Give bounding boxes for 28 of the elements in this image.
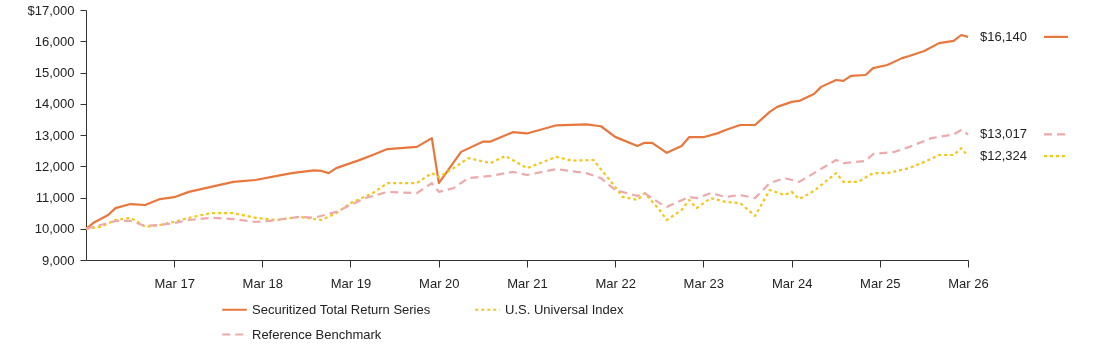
line-series bbox=[84, 33, 970, 230]
legend-label: Reference Benchmark bbox=[252, 326, 382, 342]
x-tick-label: Mar 17 bbox=[154, 275, 195, 291]
legend-label: U.S. Universal Index bbox=[505, 301, 624, 317]
y-tick-label: 14,000 bbox=[34, 96, 75, 112]
data-label: $12,324 bbox=[980, 148, 1027, 164]
line-series bbox=[84, 128, 970, 230]
x-tick-label: Mar 19 bbox=[330, 275, 372, 291]
x-tick-label: Mar 25 bbox=[860, 275, 901, 291]
y-tick-label: 10,000 bbox=[34, 221, 75, 237]
y-tick-label: 13,000 bbox=[34, 127, 75, 143]
y-tick-label: 9,000 bbox=[41, 252, 75, 268]
x-tick-label: Mar 24 bbox=[771, 275, 813, 291]
legend-label: Securitized Total Return Series bbox=[252, 301, 431, 317]
x-tick-label: Mar 23 bbox=[683, 275, 725, 291]
line-series bbox=[84, 147, 970, 230]
y-tick-label: 16,000 bbox=[34, 33, 75, 49]
data-label: $16,140 bbox=[980, 28, 1027, 44]
x-tick-label: Mar 26 bbox=[948, 275, 989, 291]
data-label: $13,017 bbox=[980, 126, 1027, 142]
y-tick-label: $17,000 bbox=[27, 2, 75, 18]
y-tick-label: 12,000 bbox=[34, 158, 75, 174]
y-tick-label: 11,000 bbox=[35, 190, 75, 205]
x-tick-label: Mar 18 bbox=[242, 275, 284, 291]
x-tick-label: Mar 20 bbox=[419, 275, 460, 291]
x-tick-label: Mar 21 bbox=[507, 275, 548, 291]
y-tick-label: 15,000 bbox=[34, 65, 75, 80]
x-tick-label: Mar 22 bbox=[595, 275, 636, 291]
